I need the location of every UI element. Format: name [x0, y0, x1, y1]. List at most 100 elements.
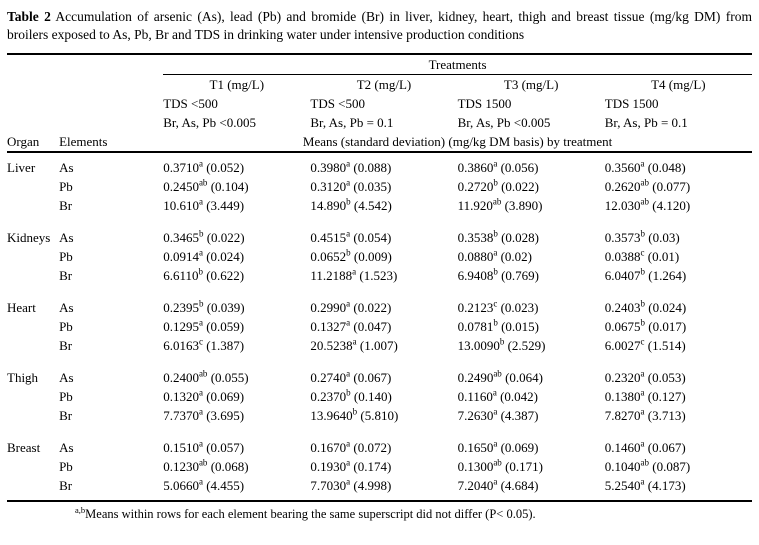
element-cell: Br — [59, 267, 73, 283]
significance-superscript: a — [198, 158, 203, 169]
significance-superscript: ab — [198, 177, 208, 188]
organ-cell — [7, 336, 59, 355]
significance-superscript: a — [346, 317, 351, 328]
significance-superscript: b — [346, 247, 351, 258]
organ-cell — [7, 247, 59, 266]
significance-superscript: a — [352, 266, 357, 277]
value-cell: 0.3465b (0.022) — [163, 228, 245, 245]
significance-superscript: a — [346, 368, 351, 379]
value-cell: 11.2188a (1.523) — [310, 266, 398, 283]
significance-superscript: ab — [640, 177, 650, 188]
value-cell: 0.1380a (0.127) — [604, 387, 686, 404]
organ-cell: Kidneys — [7, 229, 51, 245]
tds-t3: TDS 1500 — [457, 95, 512, 111]
organ-cell — [7, 387, 59, 406]
significance-superscript: b — [493, 266, 498, 277]
significance-superscript: a — [640, 476, 645, 487]
dose-t3: Br, As, Pb <0.005 — [457, 114, 551, 130]
value-cell: 0.3980a (0.088) — [310, 158, 392, 175]
element-cell: Pb — [59, 388, 73, 404]
significance-superscript: a — [198, 387, 203, 398]
value-cell: 0.1160a (0.042) — [457, 387, 539, 404]
value-cell: 0.3710a (0.052) — [163, 158, 245, 175]
value-cell: 0.3573b (0.03) — [604, 228, 680, 245]
treatments-header-row: Treatments — [7, 53, 752, 75]
table-row: Br 6.6110b (0.622) 11.2188a (1.523) 6.9408b… — [7, 266, 752, 285]
table-row: Pb 0.0914a (0.024) 0.0652b (0.009) 0.0880a … — [7, 247, 752, 266]
dose-t1: Br, As, Pb <0.005 — [163, 114, 256, 130]
organ-cell — [7, 476, 59, 501]
element-cell: Pb — [59, 178, 73, 194]
value-cell: 0.0675b (0.017) — [604, 317, 687, 334]
table-row: Breast As 0.1510a (0.057) 0.1670a (0.072) 0.… — [7, 425, 752, 457]
value-cell: 0.1040ab (0.087) — [604, 457, 691, 474]
element-cell: As — [59, 369, 74, 385]
significance-superscript: a — [492, 387, 497, 398]
element-cell: Br — [59, 477, 73, 493]
treatment-t1-header: T1 (mg/L) — [209, 76, 265, 92]
elements-column-header: Elements — [59, 131, 164, 153]
table-row: Heart As 0.2395b (0.039) 0.2990a (0.022) 0.2… — [7, 285, 752, 317]
dose-row: Br, As, Pb <0.005 Br, As, Pb = 0.1 Br, A… — [7, 113, 752, 132]
dose-t4: Br, As, Pb = 0.1 — [604, 114, 688, 130]
significance-superscript: b — [346, 387, 351, 398]
table-row: Kidneys As 0.3465b (0.022) 0.4515a (0.054) 0… — [7, 215, 752, 247]
data-table: Treatments T1 (mg/L) T2 (mg/L) T3 (mg/L)… — [7, 52, 752, 502]
element-cell: Br — [59, 407, 73, 423]
significance-superscript: a — [198, 196, 203, 207]
value-cell: 6.9408b (0.769) — [457, 266, 539, 283]
value-cell: 7.7370a (3.695) — [163, 406, 245, 423]
element-cell: As — [59, 299, 74, 315]
significance-superscript: a — [198, 317, 203, 328]
organ-cell — [7, 196, 59, 215]
value-cell: 5.0660a (4.455) — [163, 476, 245, 493]
organ-cell — [7, 177, 59, 196]
value-cell: 0.2450ab (0.104) — [163, 177, 249, 194]
value-cell: 0.3120a (0.035) — [310, 177, 392, 194]
significance-superscript: b — [493, 317, 498, 328]
significance-superscript: b — [640, 228, 646, 239]
header-spacer — [7, 54, 163, 75]
value-cell: 0.2123c (0.023) — [457, 298, 539, 315]
table-row: Br 10.610a (3.449) 14.890b (4.542) 11.920ab… — [7, 196, 752, 215]
value-cell: 0.1510a (0.057) — [163, 438, 245, 455]
significance-superscript: ab — [492, 196, 502, 207]
treatment-t2-header: T2 (mg/L) — [356, 76, 412, 92]
value-cell: 0.2403b (0.024) — [604, 298, 687, 315]
element-cell: Br — [59, 337, 73, 353]
significance-superscript: ab — [493, 457, 502, 468]
value-cell: 0.0914a (0.024) — [163, 247, 245, 264]
significance-superscript: b — [198, 298, 204, 309]
organ-cell — [7, 406, 59, 425]
treatment-t4-header: T4 (mg/L) — [651, 76, 706, 92]
significance-superscript: b — [198, 228, 204, 239]
table-caption-text: Accumulation of arsenic (As), lead (Pb) … — [7, 9, 752, 42]
tds-t4: TDS 1500 — [604, 95, 659, 111]
significance-superscript: a — [346, 158, 351, 169]
table-row: Pb 0.1295a (0.059) 0.1327a (0.047) 0.0781b … — [7, 317, 752, 336]
value-cell: 6.0407b (1.264) — [604, 266, 687, 283]
value-cell: 0.2400ab (0.055) — [163, 368, 249, 385]
significance-superscript: ab — [640, 457, 650, 468]
table-row: Liver As 0.3710a (0.052) 0.3980a (0.088) 0.3… — [7, 152, 752, 177]
significance-superscript: a — [346, 457, 351, 468]
organ-cell: Liver — [7, 159, 36, 175]
significance-superscript: ab — [493, 368, 502, 379]
element-cell: Pb — [59, 458, 73, 474]
element-cell: Pb — [59, 248, 73, 264]
significance-superscript: a — [493, 158, 498, 169]
header-spacer — [7, 74, 163, 94]
value-cell: 13.0090b (2.529) — [457, 336, 546, 353]
significance-superscript: c — [640, 247, 645, 258]
significance-superscript: a — [346, 298, 351, 309]
table-row: Br 7.7370a (3.695) 13.9640b (5.810) 7.2630a… — [7, 406, 752, 425]
table-row: Br 5.0660a (4.455) 7.7030a (4.998) 7.2040a … — [7, 476, 752, 501]
value-cell: 6.6110b (0.622) — [163, 266, 245, 283]
value-cell: 12.030ab (4.120) — [604, 196, 691, 213]
significance-superscript: a — [198, 438, 203, 449]
means-column-header: Means (standard deviation) (mg/kg DM bas… — [163, 131, 752, 153]
significance-superscript: a — [493, 476, 498, 487]
significance-superscript: b — [352, 406, 358, 417]
value-cell: 0.1930a (0.174) — [310, 457, 392, 474]
